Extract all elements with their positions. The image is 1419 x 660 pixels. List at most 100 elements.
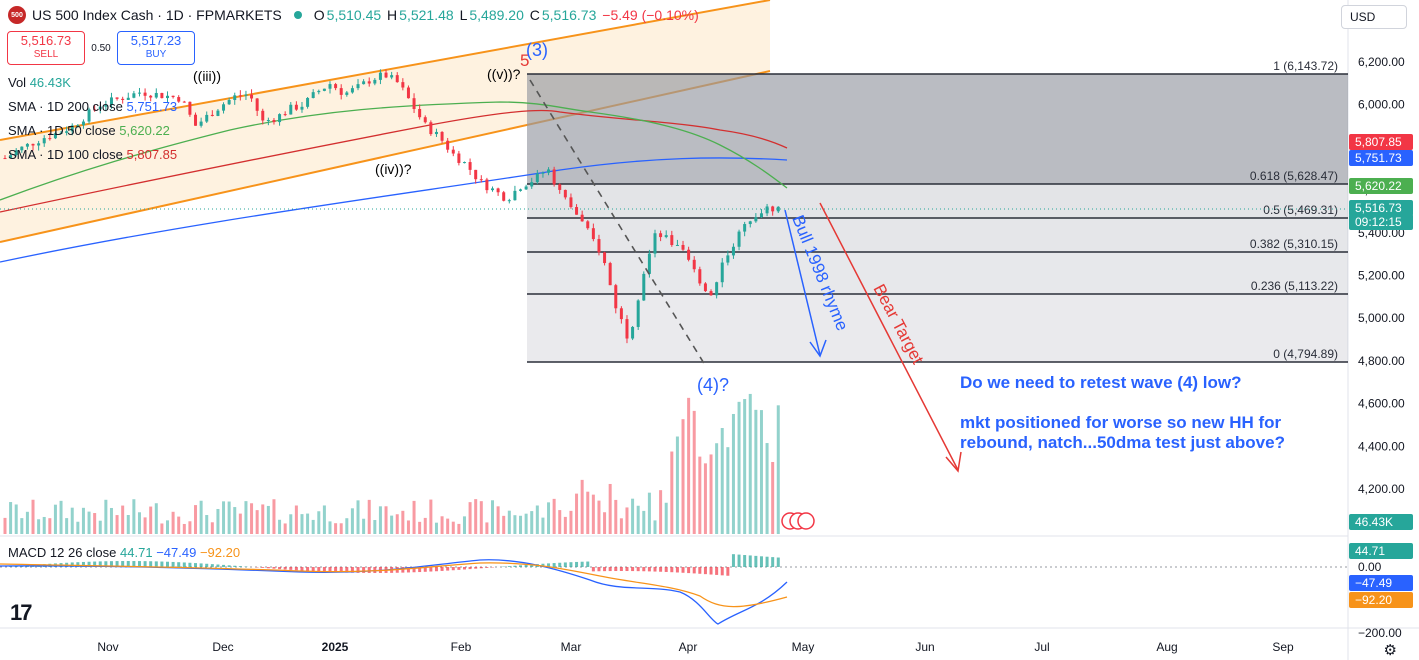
macd-hist-bar (339, 567, 343, 573)
macd-hist-bar (513, 565, 517, 567)
volume-bar (703, 463, 707, 534)
volume-bar (507, 510, 511, 534)
macd-hist-bar (76, 562, 80, 567)
wave-projection-line[interactable] (529, 79, 706, 366)
candle-body (339, 88, 343, 95)
volume-bar (205, 515, 209, 534)
volume-bar (20, 518, 24, 534)
macd-hist-bar (311, 567, 315, 572)
macd-hist-bar (188, 562, 192, 567)
bear-arrow[interactable] (819, 202, 959, 471)
candle-body (31, 143, 35, 146)
buy-button[interactable]: 5,517.23 BUY (117, 31, 195, 65)
candle-body (350, 88, 354, 93)
volume-bar (42, 516, 46, 534)
volume-bar (339, 523, 343, 534)
volume-bar (294, 505, 298, 534)
candle-body (250, 94, 254, 99)
macd-hist-bar (166, 561, 169, 567)
candle-body (266, 119, 270, 121)
vol-indicator-legend[interactable]: Vol 46.43K (8, 75, 71, 90)
candle-body (227, 100, 231, 105)
candle-body (395, 75, 399, 83)
macd-hist-bar (631, 567, 635, 572)
volume-bar (675, 436, 679, 534)
fib-retracement[interactable]: 1 (6,143.72) 0.618 (5,628.47) 0.5 (5,469.3… (527, 59, 1348, 363)
candle-body (608, 263, 612, 286)
volume-bar (575, 493, 579, 534)
candle-body (563, 189, 567, 198)
candle-body (59, 132, 63, 134)
candle-body (687, 249, 691, 260)
fib-zone (527, 184, 1348, 219)
candle-body (653, 233, 657, 254)
candles (3, 69, 780, 344)
macd-hist-bar (261, 567, 265, 568)
candle-body (182, 101, 186, 103)
event-flags-icon[interactable] (781, 512, 815, 530)
volume-bar (524, 513, 528, 534)
volume-bar (300, 514, 304, 534)
macd-hist-bar (759, 556, 763, 567)
macd-hist-bar (109, 561, 113, 567)
candle-body (776, 206, 780, 212)
macd-legend[interactable]: MACD 12 26 close 44.71 −47.49 −92.20 (8, 545, 241, 560)
volume-bar (547, 502, 551, 534)
time-tick-label: Dec (212, 640, 233, 654)
volume-bar (48, 518, 52, 534)
volume-bar (664, 502, 668, 534)
macd-hist-bar (743, 555, 747, 567)
sell-button[interactable]: 5,516.73 SELL (7, 31, 85, 65)
candle-body (446, 140, 450, 150)
macd-hist-bar (659, 567, 663, 572)
time-tick-label: May (792, 640, 815, 654)
candle-body (210, 114, 214, 116)
settings-gear-icon[interactable]: ⚙ (1383, 642, 1397, 659)
macd-hist-bar (182, 562, 186, 567)
price-tick-label: 4,800.00 (1358, 354, 1405, 368)
bull-arrow[interactable] (784, 209, 821, 356)
time-axis[interactable]: Nov Dec 2025 Feb Mar Apr May Jun Jul Aug Sep (97, 640, 1294, 654)
time-tick-label: Nov (97, 640, 118, 654)
time-tick-label: Feb (451, 640, 472, 654)
macd-hist-bar (698, 567, 702, 574)
macd-hist-bar (272, 567, 276, 569)
wave-label-4: (4)? (697, 375, 729, 395)
volume-bar (3, 517, 7, 534)
candle-body (126, 97, 130, 100)
symbol-title[interactable]: US 500 Index Cash · 1D · FPMARKETS (32, 7, 282, 23)
macd-hist-bar (300, 567, 304, 571)
currency-select[interactable]: USD (1341, 5, 1407, 29)
macd-hist-bar (227, 565, 231, 567)
macd-hist-bar (647, 567, 651, 572)
candle-body (154, 92, 158, 98)
candle-body (462, 162, 466, 164)
volume-bar (367, 499, 371, 534)
macd-hist-bar (563, 562, 567, 567)
sma100-legend[interactable]: SMA · 1D 100 close 5,807.85 (8, 147, 178, 162)
channel-upper-line[interactable] (0, 0, 771, 141)
macd-hist-bar (726, 567, 730, 576)
macd-hist-bar (519, 565, 523, 567)
volume-bar (692, 410, 696, 534)
volume-bar (558, 510, 562, 534)
volume-bar (563, 516, 567, 534)
volume-bar (535, 505, 539, 534)
volume-bar (603, 512, 607, 534)
sma50-legend[interactable]: SMA · 1D 50 close 5,620.22 (8, 123, 170, 138)
volume-bar (395, 514, 399, 534)
market-status-icon (293, 11, 302, 19)
macd-hist-bar (345, 567, 349, 573)
volume-bar (160, 523, 164, 534)
low-value: 5,489.20 (469, 7, 524, 23)
ohlc-values: O 5,510.45 H 5,521.48 L 5,489.20 C 5,516.73 … (313, 7, 699, 23)
candle-body (507, 200, 511, 202)
sma200-legend[interactable]: SMA · 1D 200 close 5,751.73 (8, 99, 178, 114)
sma50-line (0, 101, 788, 201)
candle-body (434, 131, 438, 135)
price-axis-badge-text: 5,807.85 (1355, 135, 1402, 149)
fib-zone-1-0618 (527, 74, 1348, 185)
volume-bar (104, 499, 108, 534)
candle-body (558, 184, 562, 190)
